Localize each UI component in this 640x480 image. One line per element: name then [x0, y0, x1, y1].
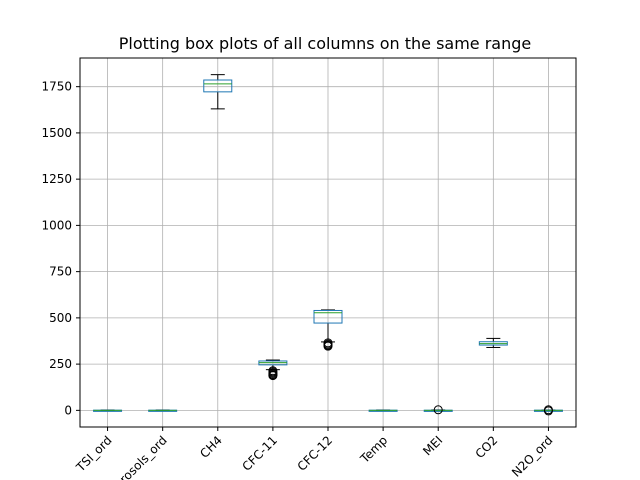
y-tick-label: 1000 — [41, 218, 72, 232]
outlier-point — [323, 341, 333, 351]
y-tick-label: 750 — [49, 265, 72, 279]
y-tick-label: 1750 — [41, 80, 72, 94]
x-tick-label: Temp — [357, 433, 390, 466]
grid-layer — [80, 58, 576, 427]
x-tick-label: CFC-11 — [240, 433, 280, 473]
box-ch4 — [203, 74, 233, 110]
x-tick-label: MEI — [420, 433, 445, 458]
y-tick-label: 250 — [49, 357, 72, 371]
x-tick-label: CH4 — [197, 433, 225, 461]
x-tick-label: CFC-12 — [295, 433, 335, 473]
y-axis: 0 250 500 750 1000 1250 1500 1750 — [41, 80, 80, 417]
box-cfc-11 — [258, 359, 288, 381]
plot-frame — [79, 57, 577, 428]
box-mei — [423, 405, 453, 415]
chart-title: Plotting box plots of all columns on the… — [119, 34, 532, 53]
y-tick-label: 500 — [49, 311, 72, 325]
x-tick-label: TSI_ord — [73, 433, 115, 475]
outlier-point — [433, 405, 443, 415]
y-tick-label: 1500 — [41, 126, 72, 140]
y-tick-label: 1250 — [41, 172, 72, 186]
x-tick-label: N2O_ord — [509, 433, 555, 479]
box-layer — [93, 74, 563, 416]
box-aerosols-ord — [148, 409, 178, 412]
box-iqr — [203, 79, 233, 93]
y-tick-label: 0 — [64, 403, 72, 417]
outlier-point — [543, 406, 553, 416]
box-tsi-ord — [93, 409, 123, 412]
box-cfc-12 — [313, 309, 343, 351]
box-temp — [368, 409, 398, 412]
box-iqr — [313, 309, 343, 324]
box-n2o-ord — [533, 405, 563, 416]
x-tick-label: CO2 — [473, 433, 501, 461]
x-tick-label: Aerosols_ord — [106, 433, 170, 480]
outlier-point — [268, 371, 278, 381]
box-co2 — [478, 337, 508, 348]
